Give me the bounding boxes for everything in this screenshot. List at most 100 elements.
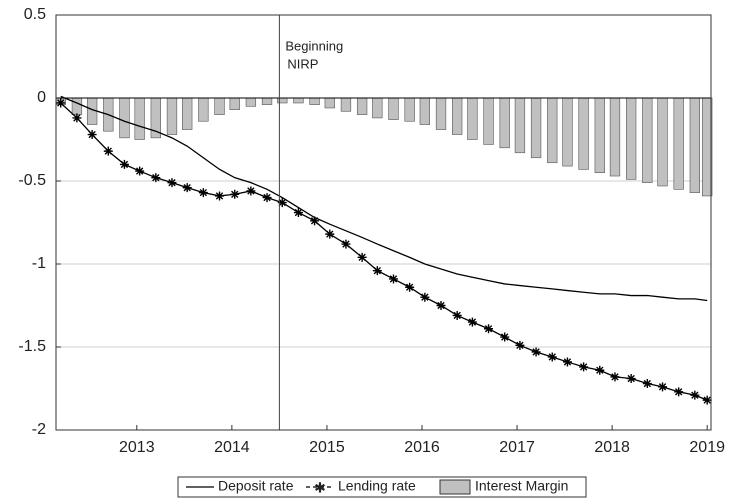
star-marker [658,382,668,392]
bar [119,97,130,139]
star-marker [167,178,177,188]
annotation-text: Beginning [285,38,343,53]
annotation-text: NIRP [287,56,318,71]
star-marker [515,340,525,350]
star-marker [610,372,620,382]
bar [689,97,700,193]
bar [372,97,383,119]
star-marker [135,166,145,176]
star-marker [246,186,256,196]
x-tick-label: 2014 [214,439,250,456]
bar [324,97,335,109]
y-tick-label: 0.5 [24,6,46,23]
star-marker [690,390,700,400]
star-marker [405,282,415,292]
star-marker [626,374,636,384]
bar [71,97,83,115]
star-marker [702,395,712,405]
legend-label: Interest Margin [475,478,568,494]
star-marker [372,266,382,276]
bar [340,97,352,112]
bar [467,97,478,140]
x-tick-label: 2018 [594,439,630,456]
star-marker [293,208,303,218]
legend-swatch [439,479,471,495]
bar [388,97,399,120]
star-marker [452,310,462,320]
line [60,102,708,401]
x-tick-label: 2015 [309,439,345,456]
star-marker [325,229,335,239]
legend-star: ✱ [314,480,326,496]
bar [293,97,304,104]
bar [182,97,193,130]
bar [530,97,542,159]
star-marker [579,362,589,372]
y-tick-label: -1.5 [18,338,46,355]
star-marker [357,252,367,262]
bar [642,97,653,183]
plot-frame [55,14,712,431]
y-tick-label: -2 [32,421,46,438]
bar [657,97,668,187]
star-marker [182,183,192,193]
star-marker [72,113,82,123]
bar [277,97,288,104]
star-marker [262,193,272,203]
bar [499,97,510,149]
bar [198,97,209,122]
star-marker [56,98,66,108]
star-marker [595,365,605,375]
bar [134,97,145,140]
star-marker [674,387,684,397]
bar [309,97,320,105]
x-tick-label: 2016 [404,439,440,456]
bar [562,97,573,167]
bar [483,97,494,145]
star-marker [277,198,287,208]
bar [229,97,240,110]
bar [625,97,637,180]
star-marker [484,324,494,334]
bar [547,97,558,164]
star-marker [500,332,510,342]
star-marker [562,357,572,367]
star-marker [198,188,208,198]
star-marker [87,130,97,140]
bar [404,97,415,122]
bar [578,97,589,170]
bar [245,97,257,107]
bar [356,97,368,115]
star-marker [467,317,477,327]
y-tick-label: 0 [37,89,46,106]
legend-label: Lending rate [338,478,416,494]
bar [452,97,463,135]
bar [673,97,684,190]
star-marker [436,301,446,310]
star-marker [310,216,320,226]
bar [609,97,621,177]
star-marker [642,379,652,389]
y-tick-label: -0.5 [18,172,46,189]
legend-label: Deposit rate [218,478,294,494]
bar [419,97,431,125]
star-marker [151,173,161,183]
bar [514,97,526,154]
star-marker [230,189,240,199]
star-marker [119,159,129,169]
star-marker [531,347,541,357]
star-marker [388,274,398,284]
x-tick-label: 2019 [689,439,725,456]
legend-box [177,476,587,498]
bar [594,97,605,173]
bar [435,97,447,130]
x-tick-label: 2017 [499,439,535,456]
star-marker [215,191,225,201]
star-marker [547,352,557,362]
star-marker [103,146,113,156]
star-marker [420,292,430,302]
x-tick-label: 2013 [119,439,155,456]
line [60,95,708,302]
bar [166,97,178,135]
